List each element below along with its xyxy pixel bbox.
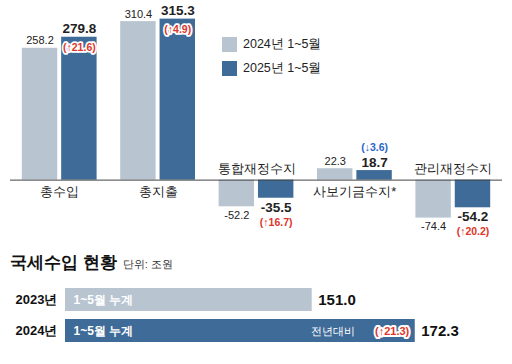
svg-text:22.3: 22.3 (325, 155, 346, 167)
svg-text:-54.2: -54.2 (458, 209, 489, 224)
svg-text:총지출: 총지출 (139, 184, 178, 199)
svg-text:2023년: 2023년 (16, 292, 58, 307)
svg-text:(↑20.2): (↑20.2) (457, 225, 490, 237)
svg-text:151.0: 151.0 (318, 291, 356, 308)
svg-text:사보기금수지*: 사보기금수지* (313, 184, 396, 199)
svg-text:-35.5: -35.5 (261, 200, 292, 215)
svg-text:-74.4: -74.4 (421, 220, 446, 232)
svg-text:279.8: 279.8 (62, 21, 96, 36)
svg-text:18.7: 18.7 (361, 155, 387, 170)
svg-text:172.3: 172.3 (421, 322, 459, 339)
svg-text:(↑21.3): (↑21.3) (375, 325, 410, 337)
svg-text:관리재정수지: 관리재정수지 (414, 161, 492, 176)
svg-text:1~5월 누계: 1~5월 누계 (74, 324, 134, 338)
svg-text:통합재정수지: 통합재정수지 (218, 161, 296, 176)
html-text:2025년 1~5월: 2025년 1~5월 (243, 61, 322, 75)
svg-text:총수입: 총수입 (40, 184, 79, 199)
svg-text:258.2: 258.2 (26, 34, 54, 46)
html-text:국세수입 현황 단위: 조원: 국세수입 현황 단위: 조원 (10, 253, 173, 272)
svg-text:315.3: 315.3 (161, 3, 195, 18)
html-text:2024년 1~5월: 2024년 1~5월 (243, 37, 322, 51)
svg-text:(↓3.6): (↓3.6) (361, 141, 388, 153)
svg-text:-52.2: -52.2 (224, 209, 249, 221)
svg-text:(↑16.7): (↑16.7) (260, 216, 293, 228)
svg-text:1~5월 누계: 1~5월 누계 (74, 293, 134, 307)
svg-text:(↑4.9): (↑4.9) (164, 23, 191, 35)
svg-text:전년대비: 전년대비 (311, 325, 355, 337)
svg-text:(↑21.6): (↑21.6) (63, 41, 96, 53)
svg-text:2024년: 2024년 (16, 323, 58, 338)
svg-text:310.4: 310.4 (125, 8, 153, 20)
